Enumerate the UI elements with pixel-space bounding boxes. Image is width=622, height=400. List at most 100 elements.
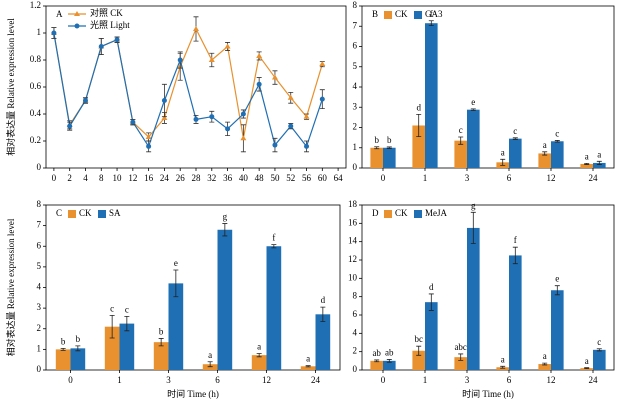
x-tick-label: 1 — [423, 375, 428, 385]
marker — [240, 111, 246, 117]
bar — [412, 350, 425, 370]
y-tick-label: 0 — [37, 364, 42, 374]
error-bar — [512, 246, 518, 265]
marker — [288, 123, 294, 129]
bar — [55, 349, 71, 370]
marker — [114, 37, 120, 43]
y-tick-label: 4 — [353, 81, 358, 91]
bar — [425, 23, 438, 169]
bar — [266, 246, 282, 370]
x-tick-label: 12 — [547, 375, 556, 385]
x-tick-label: 12 — [262, 375, 271, 385]
y-tick-label: 0.8 — [30, 54, 42, 64]
significance-letter: b — [159, 327, 164, 337]
legend-label: CK — [395, 208, 408, 218]
legend-label: 光照 Light — [90, 19, 130, 30]
error-bar — [596, 160, 602, 165]
marker — [82, 98, 88, 103]
y-tick-label: 1 — [353, 142, 358, 152]
plot-frame — [361, 5, 615, 169]
significance-letter: b — [76, 334, 81, 344]
significance-letter: g — [223, 212, 228, 222]
y-tick-label: 0 — [353, 364, 358, 374]
error-bar — [512, 137, 518, 140]
marker — [51, 30, 57, 36]
error-bar — [542, 362, 548, 366]
error-bar — [584, 162, 590, 165]
error-bar — [416, 113, 422, 138]
error-bar — [109, 314, 115, 339]
legend-swatch — [414, 210, 422, 218]
y-tick-label: 0 — [353, 162, 358, 172]
error-bar — [470, 108, 476, 111]
significance-letter: b — [387, 135, 392, 145]
x-tick-label: 0 — [68, 375, 73, 385]
marker — [146, 143, 152, 149]
bar — [509, 138, 522, 168]
legend-label: MeJA — [425, 208, 447, 218]
marker — [287, 94, 294, 100]
error-bar — [386, 359, 392, 363]
bar — [454, 357, 467, 370]
error-bar — [173, 269, 179, 298]
bar — [538, 153, 551, 168]
y-tick-label: 0.4 — [30, 108, 42, 118]
y-tick-label: 0 — [37, 162, 42, 172]
bar — [467, 109, 480, 168]
significance-letter: e — [174, 258, 178, 268]
marker — [130, 119, 136, 125]
x-tick-label: 24 — [311, 375, 321, 385]
marker — [67, 123, 73, 129]
y-tick-label: 5 — [353, 61, 358, 71]
significance-letter: a — [585, 151, 589, 161]
plot-frame — [45, 204, 341, 371]
x-tick-label: 36 — [223, 173, 233, 183]
error-bar — [500, 365, 506, 369]
significance-letter: d — [429, 282, 434, 292]
error-bar — [386, 146, 392, 149]
y-tick-label: 4 — [37, 282, 42, 292]
legend-label: CK — [79, 208, 92, 218]
significance-letter: a — [585, 356, 589, 366]
x-tick-label: 6 — [507, 375, 512, 385]
panel-label: C — [56, 208, 62, 218]
significance-letter: b — [374, 135, 379, 145]
error-bar — [207, 361, 213, 368]
bar — [551, 141, 564, 168]
marker — [193, 25, 199, 31]
bar — [70, 348, 86, 370]
significance-letter: e — [471, 97, 475, 107]
error-bar — [374, 359, 380, 363]
error-bar — [542, 151, 548, 156]
legend-label: CK — [395, 9, 408, 19]
x-tick-label: 1 — [117, 375, 122, 385]
legend-marker — [74, 23, 80, 29]
significance-letter: bc — [414, 334, 423, 344]
bar — [251, 355, 267, 370]
significance-letter: a — [543, 140, 547, 150]
error-bar — [554, 285, 560, 296]
x-tick-label: 12 — [547, 173, 556, 183]
error-bar — [554, 140, 560, 143]
x-tick-label: 48 — [255, 173, 265, 183]
bar — [580, 368, 593, 370]
marker — [303, 113, 310, 119]
y-tick-label: 10 — [348, 272, 358, 282]
marker — [98, 44, 104, 49]
bar — [425, 302, 438, 370]
error-bar — [320, 306, 326, 322]
x-tick-label: 16 — [144, 173, 154, 183]
series-line — [53, 27, 323, 139]
marker — [224, 43, 231, 49]
legend-swatch — [384, 210, 392, 218]
marker — [240, 135, 247, 141]
y-tick-label: 8 — [37, 199, 42, 209]
bar — [315, 314, 331, 370]
marker — [256, 52, 263, 58]
bar — [300, 366, 316, 370]
x-tick-label: 24 — [589, 173, 599, 183]
y-tick-label: 18 — [348, 199, 358, 209]
marker — [208, 57, 215, 62]
y-tick-label: 8 — [353, 291, 358, 301]
error-bar — [458, 353, 464, 361]
